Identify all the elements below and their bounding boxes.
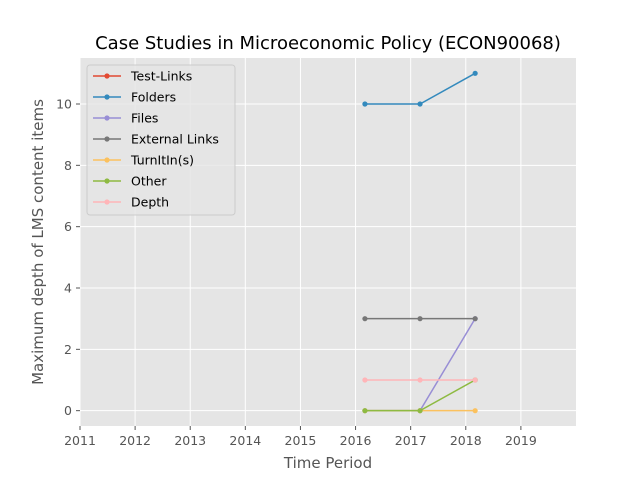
- x-tick-label: 2013: [174, 433, 206, 448]
- x-tick-label: 2016: [340, 433, 372, 448]
- data-point-other: [362, 408, 368, 414]
- y-axis: 0 2 4 6 8 10: [56, 97, 80, 418]
- legend-label-folders: Folders: [131, 90, 176, 105]
- legend-label-turnitin-s: TurnItIn(s): [130, 153, 194, 168]
- legend-marker-test-links: [104, 73, 110, 79]
- x-tick-label: 2015: [285, 433, 317, 448]
- chart-title: Case Studies in Microeconomic Policy (EC…: [95, 33, 561, 54]
- y-axis-label: Maximum depth of LMS content items: [29, 99, 47, 385]
- data-point-external-links: [417, 316, 423, 322]
- legend-label-other: Other: [131, 174, 167, 189]
- data-point-turnitin-s: [472, 408, 478, 414]
- data-point-depth: [417, 377, 423, 383]
- data-point-depth: [472, 377, 478, 383]
- legend-marker-depth: [104, 199, 110, 205]
- y-tick-label: 8: [64, 158, 72, 173]
- legend-label-files: Files: [131, 111, 158, 126]
- x-axis-label: Time Period: [283, 454, 372, 472]
- legend-marker-turnitin-s: [104, 157, 110, 163]
- data-point-external-links: [472, 316, 478, 322]
- x-tick-label: 2014: [229, 433, 261, 448]
- x-tick-label: 2012: [119, 433, 151, 448]
- y-tick-label: 0: [64, 403, 72, 418]
- data-point-folders: [362, 101, 368, 107]
- data-point-folders: [472, 70, 478, 76]
- x-tick-label: 2017: [395, 433, 427, 448]
- series-lines: [362, 70, 478, 414]
- y-tick-label: 10: [56, 97, 72, 112]
- legend-label-depth: Depth: [131, 195, 169, 210]
- y-tick-label: 2: [64, 342, 72, 357]
- y-tick-label: 6: [64, 219, 72, 234]
- x-axis: 2011 2012 2013 2014 2015 2016 2017 2018 2019: [64, 426, 537, 448]
- legend-marker-external-links: [104, 136, 110, 142]
- legend-marker-other: [104, 178, 110, 184]
- legend-label-test-links: Test-Links: [130, 69, 192, 84]
- data-point-folders: [417, 101, 423, 107]
- legend: Test-Links Folders Files External Links Turn…: [86, 64, 236, 216]
- data-point-other: [417, 408, 423, 414]
- x-tick-label: 2011: [64, 433, 96, 448]
- legend-label-external-links: External Links: [131, 132, 219, 147]
- legend-marker-files: [104, 115, 110, 121]
- legend-marker-folders: [104, 94, 110, 100]
- data-point-depth: [362, 377, 368, 383]
- x-tick-label: 2018: [450, 433, 482, 448]
- legend-box: [86, 64, 236, 216]
- x-tick-label: 2019: [505, 433, 537, 448]
- y-tick-label: 4: [64, 281, 72, 296]
- data-point-external-links: [362, 316, 368, 322]
